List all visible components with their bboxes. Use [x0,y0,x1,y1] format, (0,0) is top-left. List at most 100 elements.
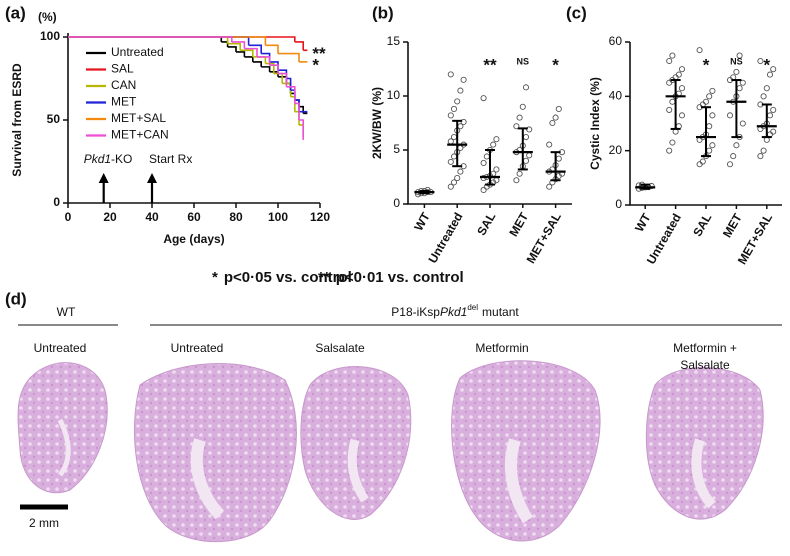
panel-label: (c) [566,3,587,22]
data-point [457,168,464,175]
marker-label-part: -KO [111,152,132,166]
section-label: Metformin + [673,341,737,355]
survival-step [227,42,241,51]
survival-step [265,62,275,74]
data-point [450,105,458,113]
data-point [709,142,716,149]
x-tick-label: 120 [310,210,330,224]
data-point [457,144,464,151]
y-tick-label: 0 [393,196,400,210]
data-point [450,133,458,141]
data-point [522,133,530,141]
data-point [739,79,746,86]
y-tick-label: 10 [387,88,401,102]
data-point [513,177,520,184]
data-point [447,183,454,190]
data-point [770,106,777,113]
data-point [552,114,559,121]
data-point [736,52,743,59]
data-point [555,105,562,113]
footnote-mark: * [212,269,218,286]
kidney-untreated [133,363,297,543]
y-tick-label: 60 [609,34,623,48]
data-point [522,84,530,91]
survival-step [240,49,254,57]
panel-label: (d) [5,289,27,308]
data-point [706,147,713,154]
data-point [526,152,533,159]
legend-label: Untreated [111,45,164,59]
legend-label: MET+CAN [111,128,169,142]
kidney-images [17,360,764,543]
survival-step [265,44,279,54]
x-tick-label: WT [411,210,433,234]
x-tick-label: MET [506,210,531,240]
survival-step [68,36,233,42]
data-point [522,157,530,164]
data-point [709,87,716,94]
survival-step [248,44,262,54]
footnote: * p<0·05 vs. control [212,269,352,286]
survival-step [68,36,229,44]
data-point [648,182,655,190]
section-label: Untreated [34,341,87,355]
data-point [669,98,676,105]
significance: ** [483,55,497,74]
data-point [450,179,458,186]
survival-step [244,56,254,62]
legend-label: MET+SAL [111,111,166,125]
group-label-part: del [467,303,478,312]
legend-label: CAN [111,78,136,92]
data-point [736,85,743,92]
kidney-pelvis [691,438,716,509]
group-label: P18-iKspPkd1del mutant [391,303,519,319]
survival-step [294,41,304,51]
data-point [666,147,673,154]
survival-step [244,47,258,57]
data-point [555,155,562,162]
data-point [493,166,500,173]
marker-label: Pkd1-KO [84,152,133,166]
significance: * [703,55,710,74]
data-point [480,95,487,102]
data-point [760,147,767,154]
data-point [678,112,686,119]
data-point [447,112,454,119]
data-point [706,123,713,130]
y-tick-label: 40 [609,89,623,103]
section-label: Salsalate [315,341,365,355]
significance: * [312,55,319,74]
kidney-pelvis [57,418,71,477]
y-axis-label: 2KW/BW (%) [370,87,384,159]
data-point [678,85,686,92]
kidney-pelvis [347,438,369,503]
group-label-part: P18-iKsp [391,305,440,319]
data-point [666,57,673,65]
data-point [454,175,461,182]
y-tick-label: 20 [609,143,623,157]
section-label: Salsalate [680,358,730,372]
data-point [766,71,774,78]
survival-step [286,86,296,104]
data-point [699,158,706,165]
x-axis-label: Age (days) [163,232,224,246]
kidney-metformin [451,360,601,542]
footnote-text: p<0·01 vs. control [336,269,464,286]
survival-step [221,41,229,47]
y-tick-label: 100 [40,29,60,43]
arrow-head [98,173,109,183]
section-label: Metformin [475,341,528,355]
group-label: WT [57,305,76,319]
data-point [696,47,703,54]
data-point [678,66,686,73]
data-point [447,158,454,165]
significance: * [552,55,559,74]
data-point [669,52,676,59]
footnote: ** p<0·01 vs. control [318,269,464,286]
data-point [493,136,500,143]
y-tick-label: 0 [615,197,622,211]
data-point [733,142,740,149]
footnote-text: p<0·05 vs. control [224,269,352,286]
data-point [702,98,710,105]
footnote-mark: ** [318,269,330,286]
